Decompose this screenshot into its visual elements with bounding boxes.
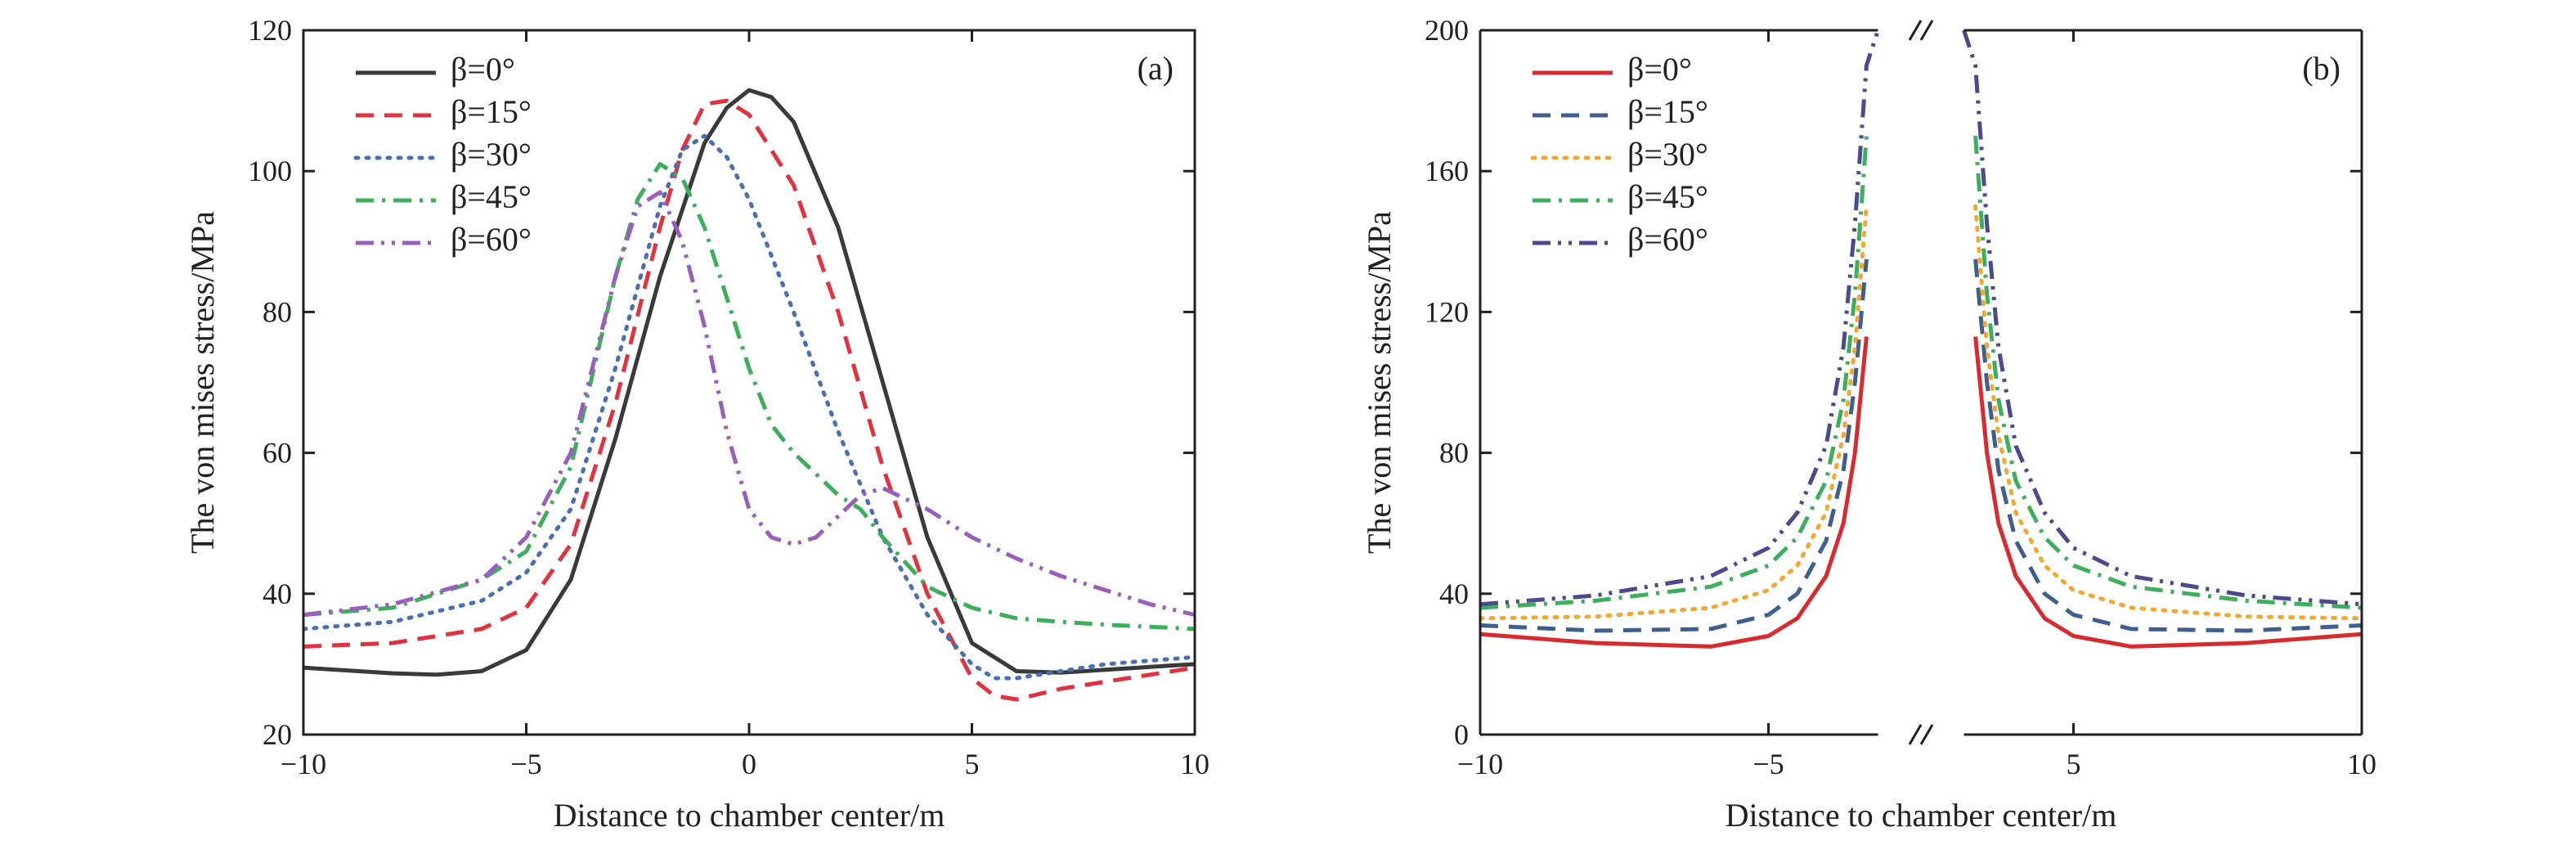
y-tick-label: 20 bbox=[263, 718, 292, 751]
y-tick-label: 120 bbox=[248, 14, 292, 47]
legend-label: β=60° bbox=[1627, 221, 1708, 258]
series-line-4 bbox=[303, 190, 1195, 618]
series-line-1-left bbox=[1480, 258, 1869, 633]
x-tick-label: −5 bbox=[1752, 748, 1784, 780]
series-line-2-left bbox=[1480, 204, 1869, 621]
y-axis-title: The von mises stress/MPa bbox=[1361, 211, 1398, 554]
y-tick-label: 60 bbox=[263, 437, 292, 470]
axis-break-mark bbox=[1908, 20, 1923, 41]
legend: β=0° β=15° β=30° β=45° β=60° bbox=[353, 51, 532, 258]
y-axis-title: The von mises stress/MPa bbox=[184, 211, 221, 554]
legend-label: β=30° bbox=[451, 136, 532, 173]
series-line-2-right bbox=[1973, 204, 2362, 621]
series-line-0-left bbox=[1480, 336, 1869, 649]
y-tick-label: 200 bbox=[1425, 14, 1469, 47]
series-line-0 bbox=[303, 88, 1195, 677]
x-tick-label: −5 bbox=[510, 748, 541, 780]
x-tick-label: 10 bbox=[2347, 748, 2376, 780]
plot-area bbox=[303, 88, 1195, 702]
series-line-1 bbox=[303, 98, 1195, 702]
legend-label: β=0° bbox=[451, 51, 515, 88]
axis-break-mark bbox=[1919, 20, 1934, 41]
x-tick-label: 10 bbox=[1180, 748, 1209, 780]
series-line-4-right bbox=[1962, 30, 2362, 607]
x-axis-title: Distance to chamber center/m bbox=[1726, 797, 2117, 834]
series-line-1-right bbox=[1973, 258, 2362, 633]
y-tick-label: 40 bbox=[263, 578, 292, 610]
x-tick-label: 5 bbox=[2066, 748, 2080, 780]
series-line-3 bbox=[303, 162, 1195, 632]
series-line-2 bbox=[303, 133, 1195, 681]
y-tick-label: 40 bbox=[1439, 578, 1469, 610]
legend: β=0° β=15° β=30° β=45° β=60° bbox=[1530, 51, 1708, 258]
plot-area bbox=[1480, 30, 2362, 649]
chart-panel-a: −10 −5 0 5 10 20 40 60 80 100 120 Distance to chamb… bbox=[184, 14, 1209, 834]
chart-panel-b: −10 −5 5 10 0 40 80 120 160 200 Distance to chambe… bbox=[1361, 14, 2376, 834]
series-line-0-right bbox=[1973, 336, 2362, 649]
y-tick-label: 120 bbox=[1425, 295, 1469, 328]
legend-label: β=30° bbox=[1627, 136, 1708, 173]
x-tick-label: 5 bbox=[965, 748, 980, 780]
y-tick-label: 100 bbox=[248, 155, 292, 187]
series-line-3-right bbox=[1973, 135, 2362, 610]
axis-break-mark bbox=[1908, 724, 1923, 745]
x-tick-label: −10 bbox=[280, 748, 326, 780]
x-tick-label: 0 bbox=[742, 748, 756, 780]
y-tick-label: 0 bbox=[1454, 718, 1469, 751]
panel-label: (a) bbox=[1138, 50, 1174, 87]
y-tick-label: 80 bbox=[263, 295, 292, 328]
y-tick-label: 80 bbox=[1439, 437, 1469, 470]
legend-label: β=0° bbox=[1627, 51, 1692, 88]
x-axis-title: Distance to chamber center/m bbox=[554, 797, 945, 834]
legend-label: β=45° bbox=[1627, 178, 1708, 215]
legend-label: β=60° bbox=[451, 221, 532, 258]
x-tick-label: −10 bbox=[1457, 748, 1503, 780]
panel-label: (b) bbox=[2302, 50, 2340, 87]
axis-break-mark bbox=[1919, 724, 1934, 745]
y-tick-label: 160 bbox=[1425, 155, 1469, 187]
plot-frame bbox=[302, 29, 1196, 736]
series-line-4-left bbox=[1480, 30, 1880, 607]
legend-label: β=15° bbox=[451, 93, 532, 130]
series-line-3-left bbox=[1480, 135, 1869, 610]
legend-label: β=15° bbox=[1627, 93, 1708, 130]
legend-label: β=45° bbox=[451, 178, 532, 215]
